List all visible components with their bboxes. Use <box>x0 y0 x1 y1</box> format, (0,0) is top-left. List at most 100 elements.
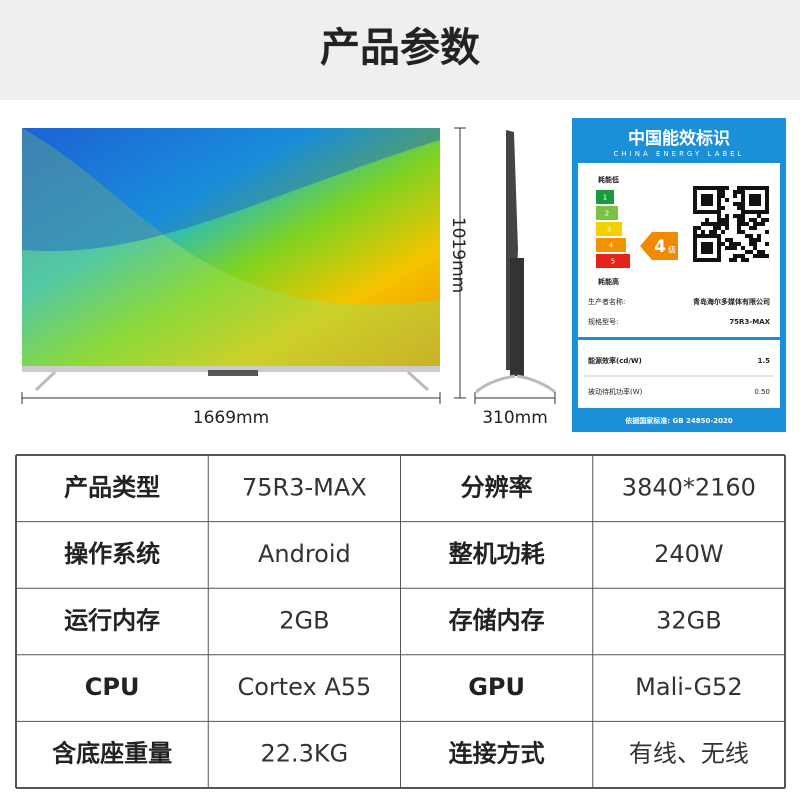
qr-cell <box>709 246 713 250</box>
qr-cell <box>753 194 757 198</box>
level-number: 3 <box>607 226 611 234</box>
qr-cell <box>749 186 753 190</box>
tv-side-back <box>510 258 524 376</box>
energy-subtitle: CHINA ENERGY LABEL <box>614 150 745 158</box>
qr-cell <box>741 202 745 206</box>
qr-cell <box>701 186 705 190</box>
qr-cell <box>737 186 741 190</box>
qr-cell <box>737 206 741 210</box>
level-bar <box>596 190 614 204</box>
qr-cell <box>733 202 737 206</box>
cell-value: 2GB <box>279 607 329 635</box>
qr-cell <box>757 222 761 226</box>
qr-cell <box>733 258 737 262</box>
qr-cell <box>717 254 721 258</box>
qr-cell <box>733 242 737 246</box>
qr-cell <box>717 210 721 214</box>
qr-cell <box>765 218 769 222</box>
qr-cell <box>721 186 725 190</box>
qr-cell <box>717 202 721 206</box>
qr-cell <box>741 198 745 202</box>
qr-cell <box>705 218 709 222</box>
cell-value: 32GB <box>656 607 722 635</box>
qr-cell <box>749 226 753 230</box>
qr-cell <box>713 210 717 214</box>
qr-cell <box>701 194 705 198</box>
qr-cell <box>725 246 729 250</box>
level-number: 1 <box>603 194 607 202</box>
qr-cell <box>745 186 749 190</box>
tv-side-stand <box>475 374 556 394</box>
qr-cell <box>749 194 753 198</box>
qr-cell <box>741 214 745 218</box>
qr-cell <box>725 218 729 222</box>
qr-cell <box>765 194 769 198</box>
qr-cell <box>693 242 697 246</box>
cell-label: 连接方式 <box>449 740 545 768</box>
qr-cell <box>749 242 753 246</box>
qr-cell <box>741 206 745 210</box>
qr-cell <box>753 246 757 250</box>
qr-cell <box>705 194 709 198</box>
qr-cell <box>761 250 765 254</box>
maker-label: 生产者名称: <box>588 297 625 306</box>
energy-high: 耗能高 <box>598 277 619 286</box>
cell-value: 75R3-MAX <box>242 473 367 501</box>
qr-cell <box>757 210 761 214</box>
cell-label: 分辨率 <box>461 473 533 501</box>
qr-cell <box>737 242 741 246</box>
qr-cell <box>701 258 705 262</box>
grade: 4 <box>654 237 666 257</box>
qr-cell <box>705 250 709 254</box>
qr-cell <box>713 258 717 262</box>
qr-cell <box>705 246 709 250</box>
qr-cell <box>717 194 721 198</box>
qr-cell <box>749 218 753 222</box>
qr-cell <box>745 222 749 226</box>
qr-cell <box>757 214 761 218</box>
qr-cell <box>761 218 765 222</box>
qr-cell <box>709 234 713 238</box>
qr-cell <box>705 222 709 226</box>
cell-value: Cortex A55 <box>237 673 371 701</box>
qr-cell <box>765 202 769 206</box>
qr-cell <box>765 206 769 210</box>
qr-cell <box>741 210 745 214</box>
qr-cell <box>693 186 697 190</box>
qr-cell <box>705 198 709 202</box>
qr-cell <box>721 242 725 246</box>
qr-cell <box>705 202 709 206</box>
qr-cell <box>765 186 769 190</box>
qr-cell <box>721 194 725 198</box>
qr-cell <box>745 258 749 262</box>
screen-wave <box>22 128 440 252</box>
qr-cell <box>717 190 721 194</box>
standard: 依据国家标准: GB 24850-2020 <box>625 416 733 425</box>
cell-value: 22.3KG <box>260 740 348 768</box>
grade-arrow <box>640 232 678 260</box>
qr-cell <box>693 238 697 242</box>
level-bar <box>596 222 622 236</box>
qr-cell <box>749 202 753 206</box>
width-label: 1669mm <box>193 408 269 428</box>
qr-cell <box>693 246 697 250</box>
qr-cell <box>717 222 721 226</box>
qr-cell <box>749 234 753 238</box>
qr-cell <box>753 186 757 190</box>
qr-cell <box>765 242 769 246</box>
qr-cell <box>761 210 765 214</box>
cell-value: Mali-G52 <box>635 673 742 701</box>
cell-label: 整机功耗 <box>449 540 545 568</box>
level-number: 2 <box>605 210 609 218</box>
qr-cell <box>725 222 729 226</box>
qr-cell <box>757 202 761 206</box>
depth-label: 310mm <box>482 408 548 428</box>
standby-label: 被动待机功率(W) <box>588 387 643 396</box>
qr-cell <box>721 190 725 194</box>
qr-cell <box>741 186 745 190</box>
qr-cell <box>729 238 733 242</box>
level-bar <box>596 254 630 268</box>
qr-cell <box>749 238 753 242</box>
qr-cell <box>757 194 761 198</box>
cell-label: 含底座重量 <box>52 740 172 768</box>
